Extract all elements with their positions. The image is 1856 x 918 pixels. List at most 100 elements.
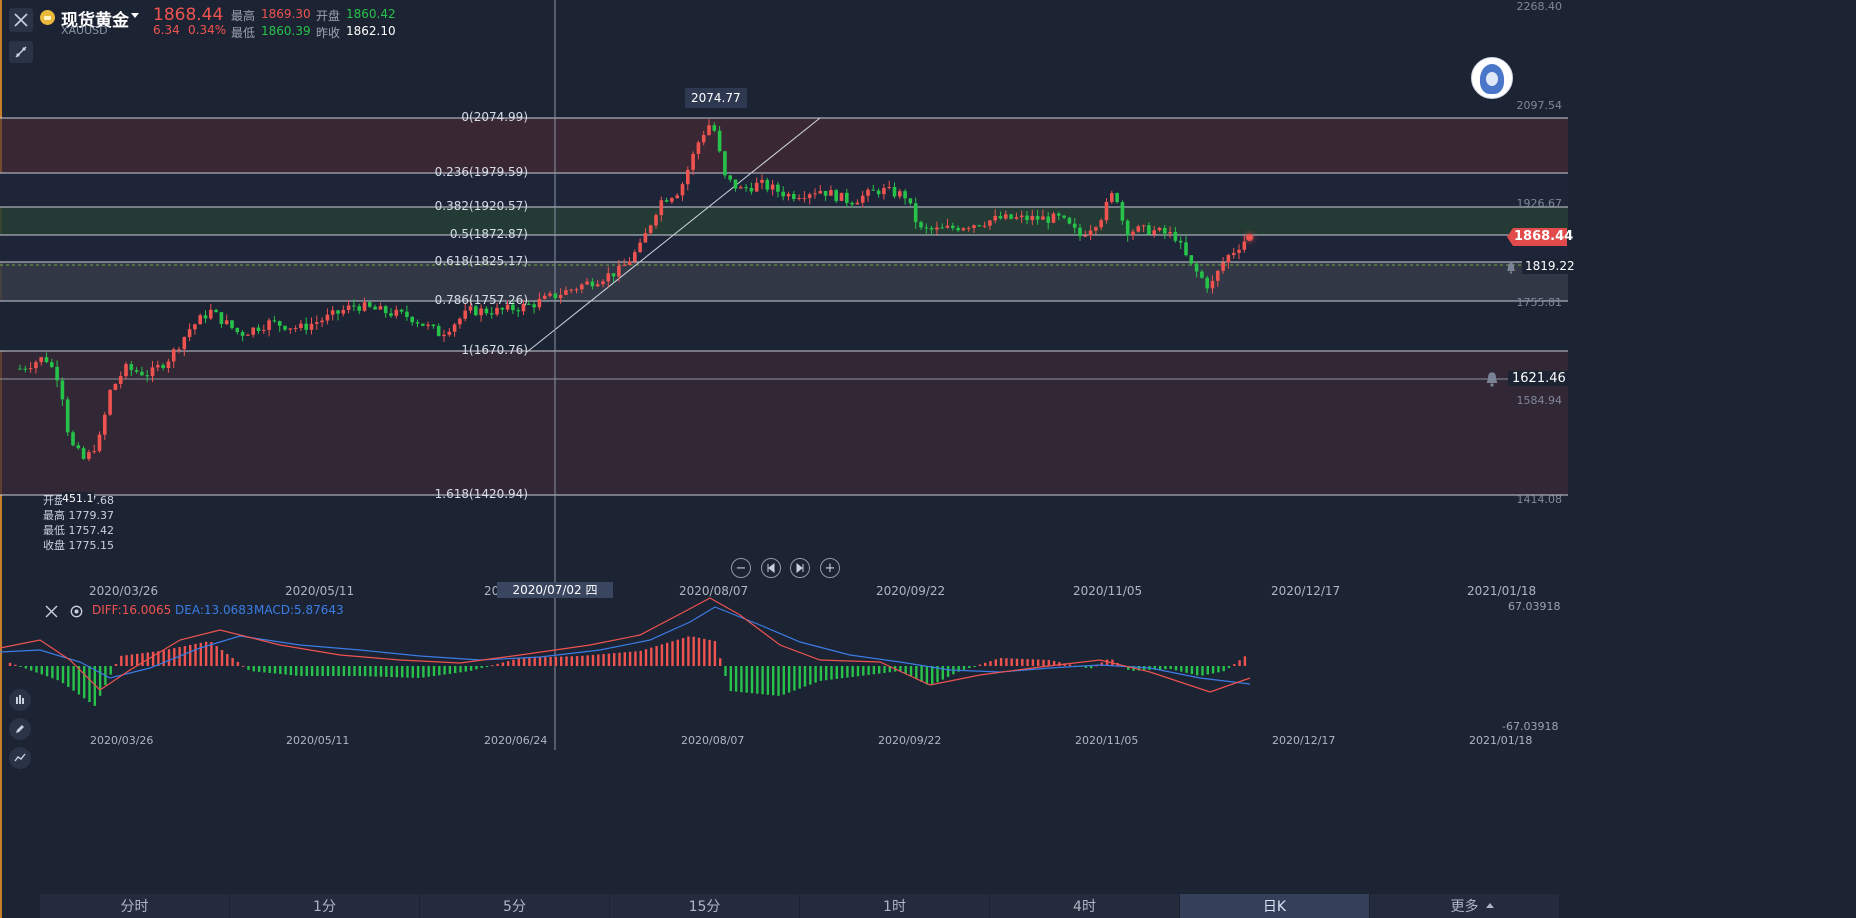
macd-bar bbox=[687, 636, 690, 666]
chevron-down-icon[interactable] bbox=[131, 13, 139, 18]
macd-bar bbox=[215, 646, 218, 666]
candle-body bbox=[956, 227, 960, 231]
macd-bar bbox=[363, 666, 367, 677]
candle-body bbox=[50, 362, 54, 367]
candle-body bbox=[399, 309, 404, 312]
macd-bar bbox=[581, 655, 584, 666]
macd-bar bbox=[793, 666, 796, 691]
macd-bar bbox=[538, 657, 542, 666]
timeframe-tab[interactable]: 4时 bbox=[990, 894, 1179, 918]
candle-body bbox=[776, 184, 780, 192]
peak-label: 2074.77 bbox=[685, 88, 747, 108]
macd-bar bbox=[676, 639, 679, 666]
avatar[interactable] bbox=[1471, 57, 1513, 99]
timeframe-tab[interactable]: 15分 bbox=[610, 894, 799, 918]
chevron-up-icon[interactable] bbox=[1486, 903, 1494, 908]
macd-bar bbox=[962, 666, 966, 670]
candle-body bbox=[1141, 225, 1146, 227]
macd-bar bbox=[40, 666, 43, 675]
macd-x-axis-label: 2020/05/11 bbox=[286, 734, 350, 747]
candle-body bbox=[913, 203, 918, 223]
macd-bar bbox=[120, 655, 123, 666]
candle-body bbox=[293, 328, 298, 330]
macd-bar bbox=[856, 666, 860, 677]
macd-x-axis-label: 2021/01/18 bbox=[1469, 734, 1533, 747]
candle-body bbox=[739, 187, 743, 189]
line-chart-button[interactable] bbox=[9, 747, 31, 769]
candle-body bbox=[1205, 277, 1209, 289]
candle-body bbox=[1231, 252, 1236, 256]
zoom-out-button[interactable]: − bbox=[731, 558, 751, 578]
macd-bar bbox=[204, 641, 208, 666]
fib-level-label: 1.618(1420.94) bbox=[434, 487, 528, 501]
candle-body bbox=[574, 289, 579, 291]
candle-body bbox=[887, 186, 891, 188]
macd-bar bbox=[93, 666, 96, 706]
symbol-name[interactable]: 现货黄金 bbox=[61, 11, 129, 31]
scroll-end-button[interactable] bbox=[790, 558, 810, 578]
macd-bar bbox=[634, 651, 637, 666]
prev-close-value: 1862.10 bbox=[346, 24, 396, 38]
candle-body bbox=[1104, 201, 1109, 221]
macd-x-axis-label: 2020/09/22 bbox=[878, 734, 942, 747]
candle-body bbox=[458, 318, 462, 325]
bell-icon[interactable] bbox=[1505, 259, 1517, 274]
candle-body bbox=[1051, 213, 1056, 223]
macd-bar bbox=[554, 656, 558, 666]
macd-bar bbox=[703, 638, 706, 666]
candle-body bbox=[723, 151, 727, 176]
candle-body bbox=[754, 182, 759, 192]
current-price: 1868.44 bbox=[153, 5, 224, 25]
candle-body bbox=[617, 265, 621, 277]
macd-bar bbox=[496, 663, 499, 666]
fib-lines bbox=[0, 117, 1568, 496]
close-button[interactable] bbox=[9, 8, 33, 32]
timeframe-tab[interactable]: 日K bbox=[1180, 894, 1369, 918]
macd-bar bbox=[305, 666, 308, 676]
macd-bar bbox=[67, 666, 70, 687]
candle-body bbox=[935, 227, 939, 230]
price-change-pct: 0.34% bbox=[188, 23, 227, 37]
macd-bar bbox=[358, 666, 361, 676]
open-label: 开盘 bbox=[316, 9, 341, 23]
settings-icon[interactable] bbox=[70, 603, 83, 622]
macd-bar bbox=[342, 666, 346, 676]
candle-body bbox=[866, 189, 870, 196]
fib-level-label: 0.618(1825.17) bbox=[434, 254, 528, 268]
draw-button[interactable] bbox=[9, 718, 31, 740]
scroll-start-button[interactable] bbox=[761, 558, 781, 578]
macd-bar bbox=[931, 666, 934, 685]
y-axis-label: 1584.94 bbox=[1516, 394, 1563, 407]
macd-bar bbox=[491, 665, 494, 667]
macd-bar bbox=[257, 666, 261, 672]
macd-bar bbox=[1127, 666, 1130, 670]
price-change: 6.34 bbox=[153, 23, 180, 37]
timeframe-tab[interactable]: 5分 bbox=[420, 894, 609, 918]
candle-body bbox=[659, 200, 664, 216]
indicator-button[interactable] bbox=[9, 689, 31, 711]
draw-tool-button[interactable] bbox=[9, 41, 33, 63]
candle-body bbox=[330, 310, 335, 315]
macd-bar bbox=[1105, 659, 1109, 666]
candle-body bbox=[797, 198, 801, 200]
bell-icon[interactable] bbox=[1484, 371, 1500, 387]
candle-body bbox=[511, 304, 515, 311]
candle-body bbox=[548, 293, 552, 296]
candle-body bbox=[214, 309, 218, 313]
timeframe-tab[interactable]: 更多 bbox=[1370, 894, 1559, 918]
macd-close-icon[interactable] bbox=[45, 603, 58, 622]
macd-bar bbox=[544, 657, 547, 666]
candle-body bbox=[251, 327, 255, 335]
macd-bar bbox=[671, 641, 674, 666]
current-price-tag-text: 1868.44 bbox=[1514, 229, 1574, 244]
timeframe-tab[interactable]: 1时 bbox=[800, 894, 989, 918]
timeframe-tab[interactable]: 1分 bbox=[230, 894, 419, 918]
gold-coin-icon bbox=[40, 10, 55, 25]
y-axis-label: 1755.81 bbox=[1516, 296, 1563, 309]
macd-bar bbox=[1211, 666, 1215, 674]
candle-body bbox=[532, 304, 536, 308]
macd-bar bbox=[549, 656, 552, 666]
zoom-in-button[interactable]: + bbox=[820, 558, 840, 578]
timeframe-tab[interactable]: 分时 bbox=[40, 894, 229, 918]
